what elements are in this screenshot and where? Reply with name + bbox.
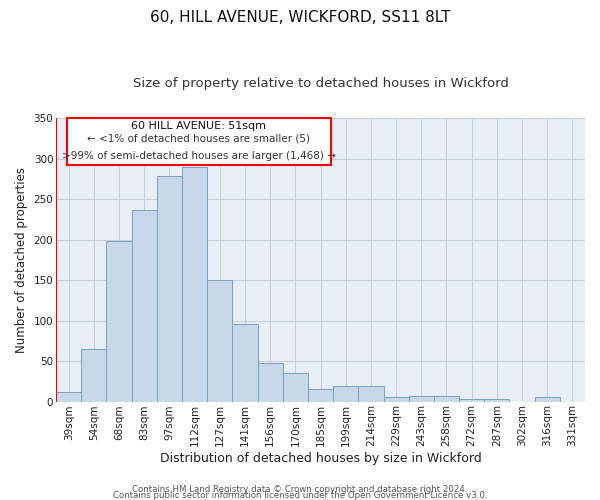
Bar [131, 210, 157, 402]
Text: 60, HILL AVENUE, WICKFORD, SS11 8LT: 60, HILL AVENUE, WICKFORD, SS11 8LT [150, 10, 450, 25]
Bar [535, 398, 560, 402]
Bar [358, 386, 383, 402]
Bar [182, 168, 207, 402]
Bar [207, 280, 232, 402]
Bar [459, 399, 484, 402]
Bar [157, 176, 182, 402]
Bar [257, 362, 283, 402]
Bar [232, 324, 257, 402]
Title: Size of property relative to detached houses in Wickford: Size of property relative to detached ho… [133, 78, 508, 90]
Bar [383, 398, 409, 402]
Y-axis label: Number of detached properties: Number of detached properties [15, 167, 28, 353]
Text: >99% of semi-detached houses are larger (1,468) →: >99% of semi-detached houses are larger … [62, 152, 336, 162]
Text: Contains public sector information licensed under the Open Government Licence v3: Contains public sector information licen… [113, 490, 487, 500]
Bar [81, 349, 106, 402]
Text: Contains HM Land Registry data © Crown copyright and database right 2024.: Contains HM Land Registry data © Crown c… [132, 484, 468, 494]
Bar [484, 399, 509, 402]
Bar [308, 388, 333, 402]
Bar [106, 241, 131, 402]
Bar [409, 396, 434, 402]
Text: 60 HILL AVENUE: 51sqm: 60 HILL AVENUE: 51sqm [131, 122, 266, 132]
X-axis label: Distribution of detached houses by size in Wickford: Distribution of detached houses by size … [160, 452, 481, 465]
Bar [434, 396, 459, 402]
Bar [56, 392, 81, 402]
Bar [283, 373, 308, 402]
Text: ← <1% of detached houses are smaller (5): ← <1% of detached houses are smaller (5) [88, 134, 310, 143]
FancyBboxPatch shape [67, 118, 331, 165]
Bar [333, 386, 358, 402]
